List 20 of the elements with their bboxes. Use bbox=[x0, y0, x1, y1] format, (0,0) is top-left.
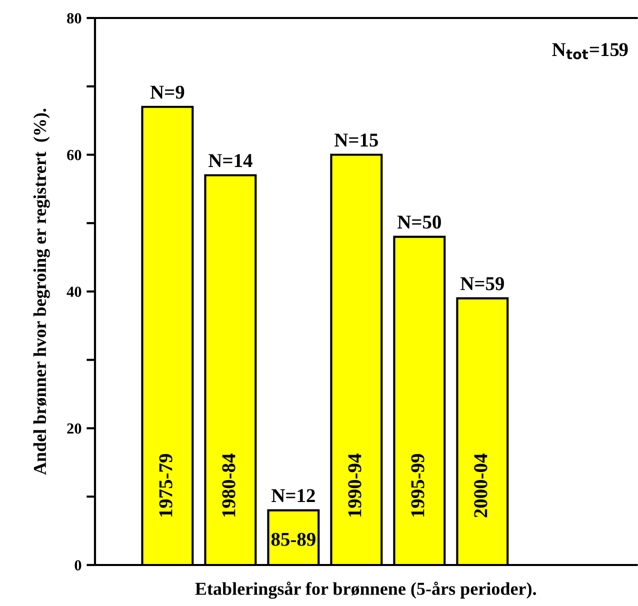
x-tick-label: 85-89 bbox=[271, 532, 316, 546]
x-tick-label: 1995-99 bbox=[411, 454, 424, 517]
annotation: N=50 bbox=[397, 216, 441, 229]
annotation: N=12 bbox=[272, 489, 315, 502]
x-tick-label: 1980-84 bbox=[222, 454, 236, 517]
y-tick-label: 40 bbox=[66, 286, 82, 297]
x-tick-label: 1975-79 bbox=[159, 454, 172, 517]
annotation: N=59 bbox=[460, 277, 504, 290]
y-tick-label: 60 bbox=[67, 150, 82, 160]
x-axis-title: Etableringsår for brønnene (5-års perioder). bbox=[195, 582, 536, 599]
annotation: N=15 bbox=[334, 134, 378, 147]
text: N$_{tot}$=159 bbox=[552, 43, 628, 60]
y-axis-title: Andel brønner hvor begroing er registrert (%). bbox=[33, 108, 50, 475]
y-tick-label: 0 bbox=[74, 560, 82, 570]
y-tick-label: 20 bbox=[67, 423, 82, 434]
y-tick-label: 80 bbox=[67, 13, 82, 24]
x-tick-label: 2000-04 bbox=[474, 454, 488, 518]
annotation: N=9 bbox=[150, 86, 184, 99]
x-tick-label: 1990-94 bbox=[348, 454, 362, 517]
annotation: N=14 bbox=[208, 154, 252, 167]
